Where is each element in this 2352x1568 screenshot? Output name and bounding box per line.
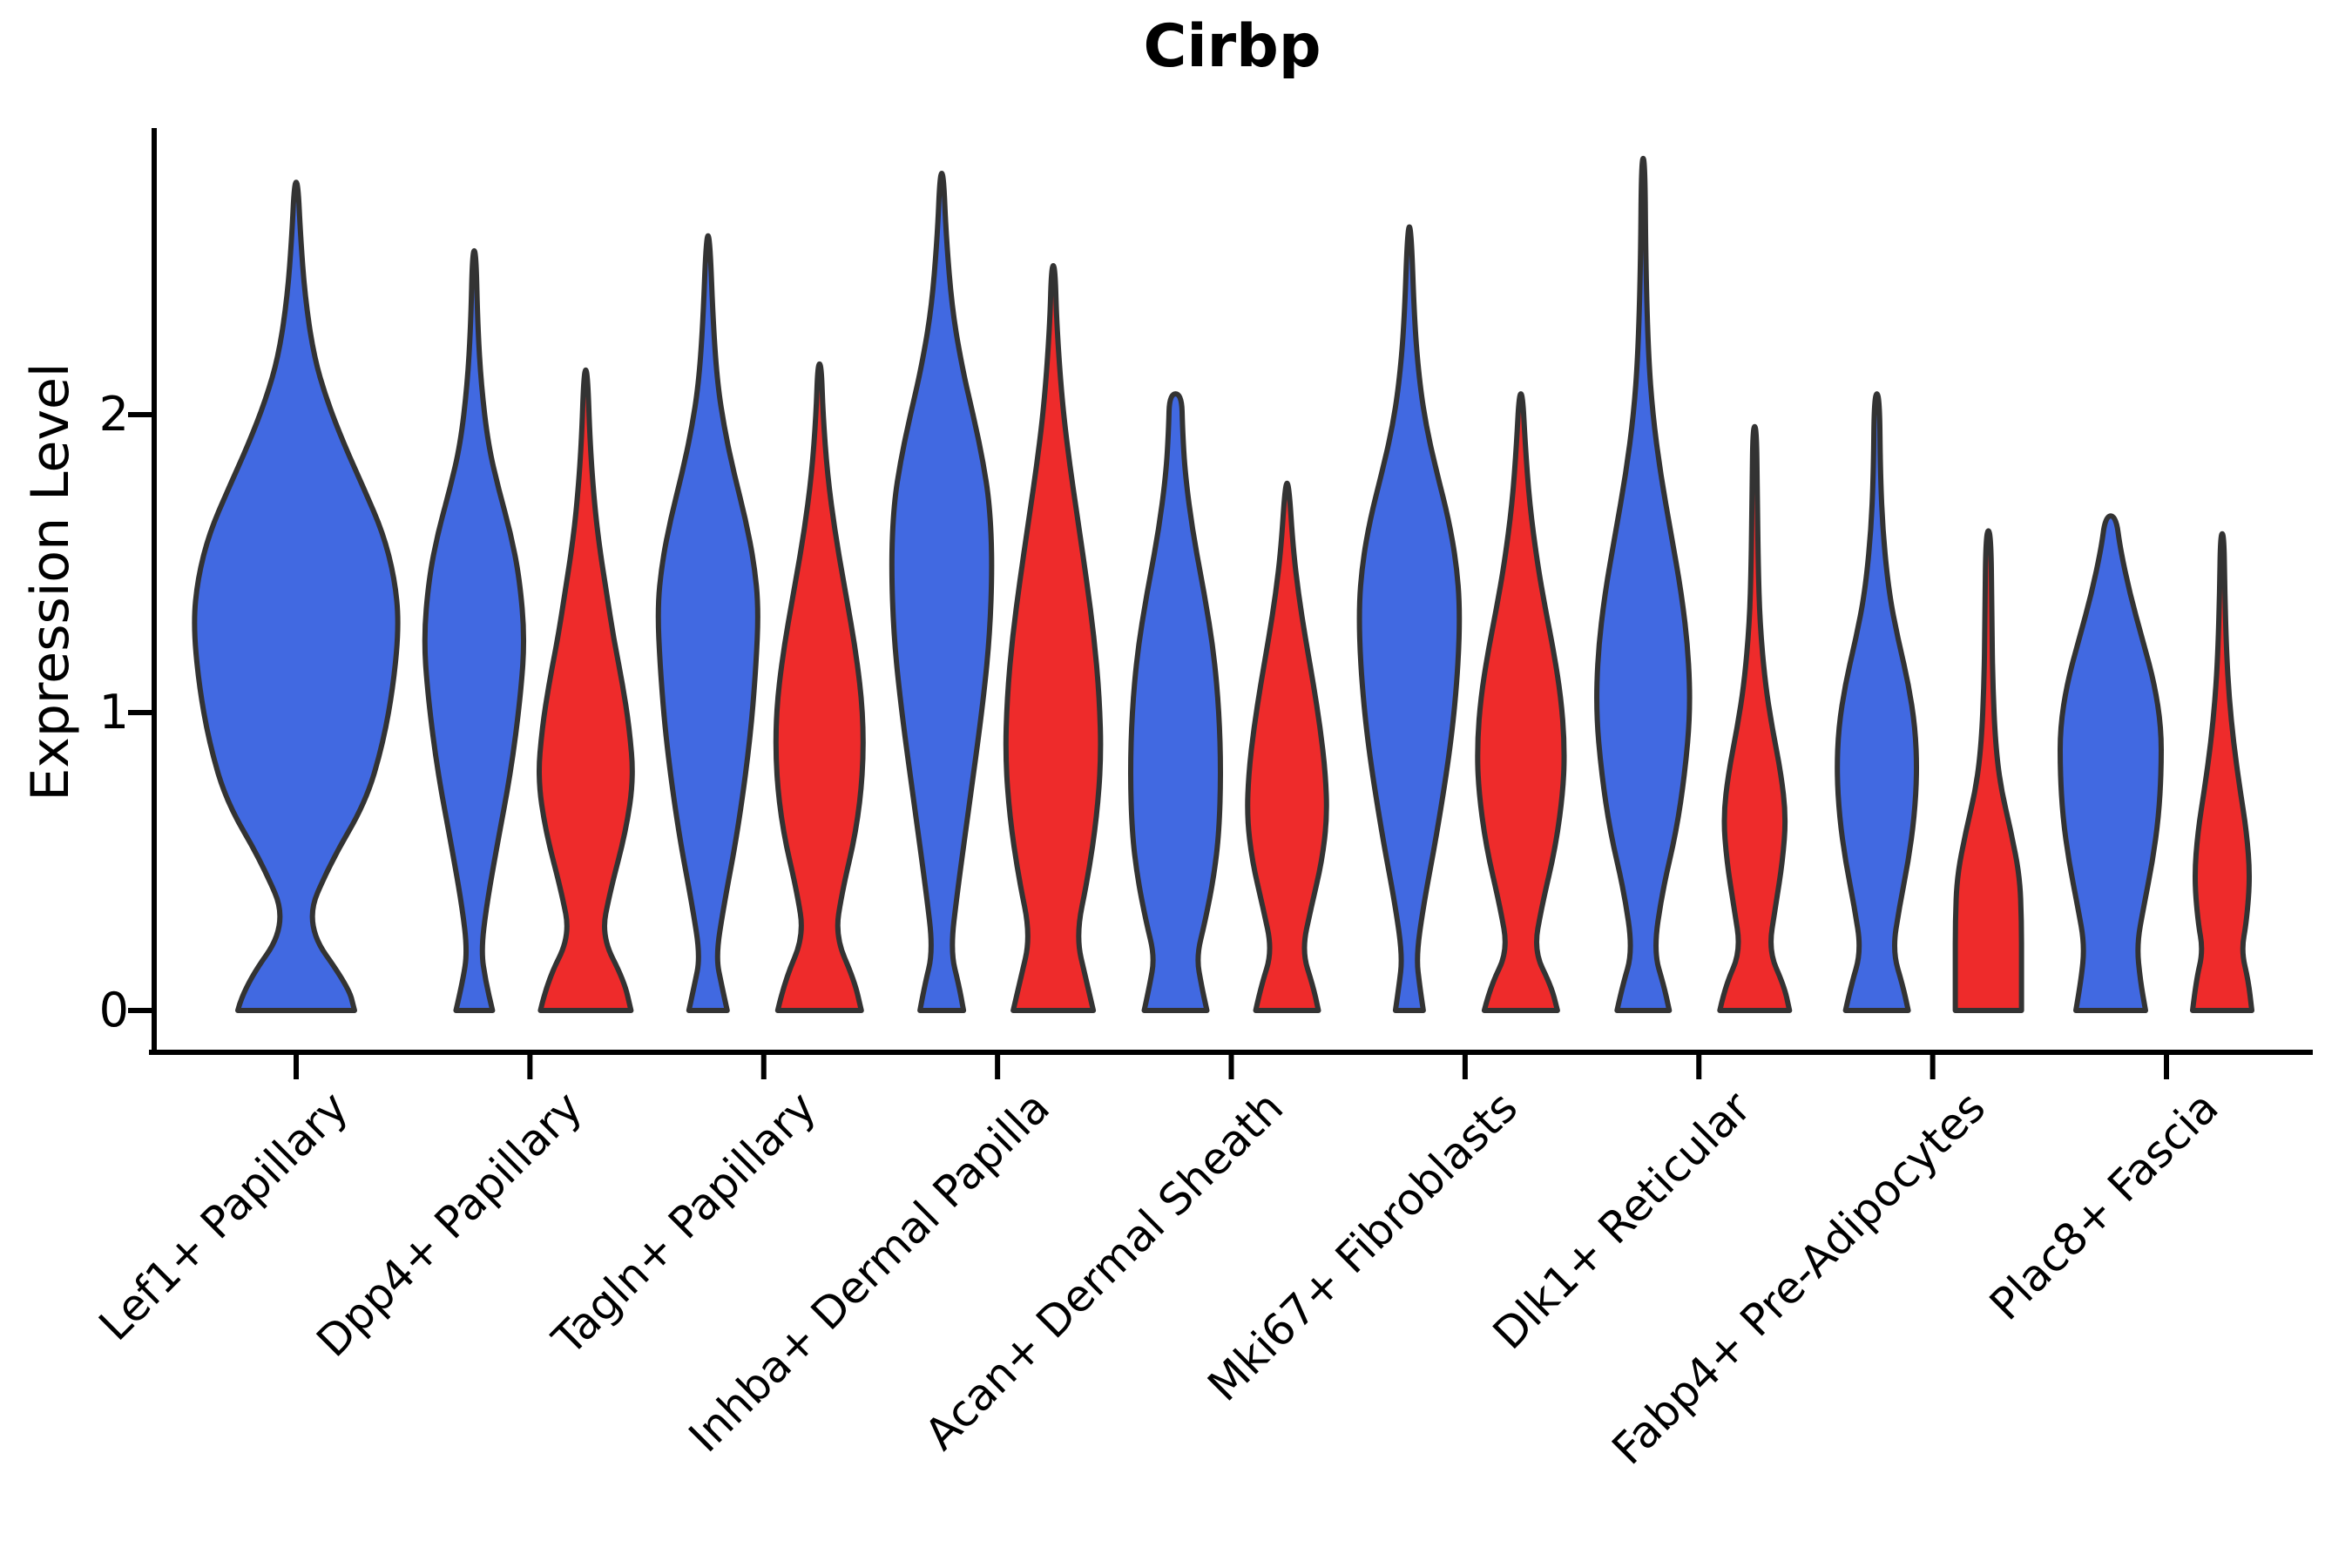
violin-acan-dermal-sheath-red xyxy=(1245,480,1329,1013)
y-tick-label: 0 xyxy=(98,983,129,1037)
violin-fabp4-pre-adipocytes-blue xyxy=(1835,391,1919,1013)
violin-lef1-papillary-blue xyxy=(192,179,401,1013)
violin-dlk1-reticular-red xyxy=(1717,423,1793,1013)
violin-acan-dermal-sheath-blue xyxy=(1128,391,1223,1013)
violin-mki67-fibroblasts-blue xyxy=(1356,224,1463,1013)
violin-plac8-fascia-red xyxy=(2190,531,2254,1013)
violin-dpp4-papillary-red xyxy=(537,367,635,1013)
violin-plac8-fascia-blue xyxy=(2058,513,2164,1013)
violin-fabp4-pre-adipocytes-red xyxy=(1952,528,2024,1013)
violin-tagln-papillary-blue xyxy=(655,233,760,1013)
violin-mki67-fibroblasts-red xyxy=(1475,391,1567,1013)
y-tick-label: 1 xyxy=(98,685,129,740)
violin-dlk1-reticular-blue xyxy=(1594,155,1693,1013)
violin-tagln-papillary-red xyxy=(773,361,866,1013)
chart-title: Cirbp xyxy=(1143,12,1321,81)
violin-dpp4-papillary-blue xyxy=(422,247,527,1013)
y-tick-label: 2 xyxy=(98,387,129,442)
violin-inhba-dermal-papilla-red xyxy=(1003,263,1104,1013)
violin-inhba-dermal-papilla-blue xyxy=(889,171,995,1013)
